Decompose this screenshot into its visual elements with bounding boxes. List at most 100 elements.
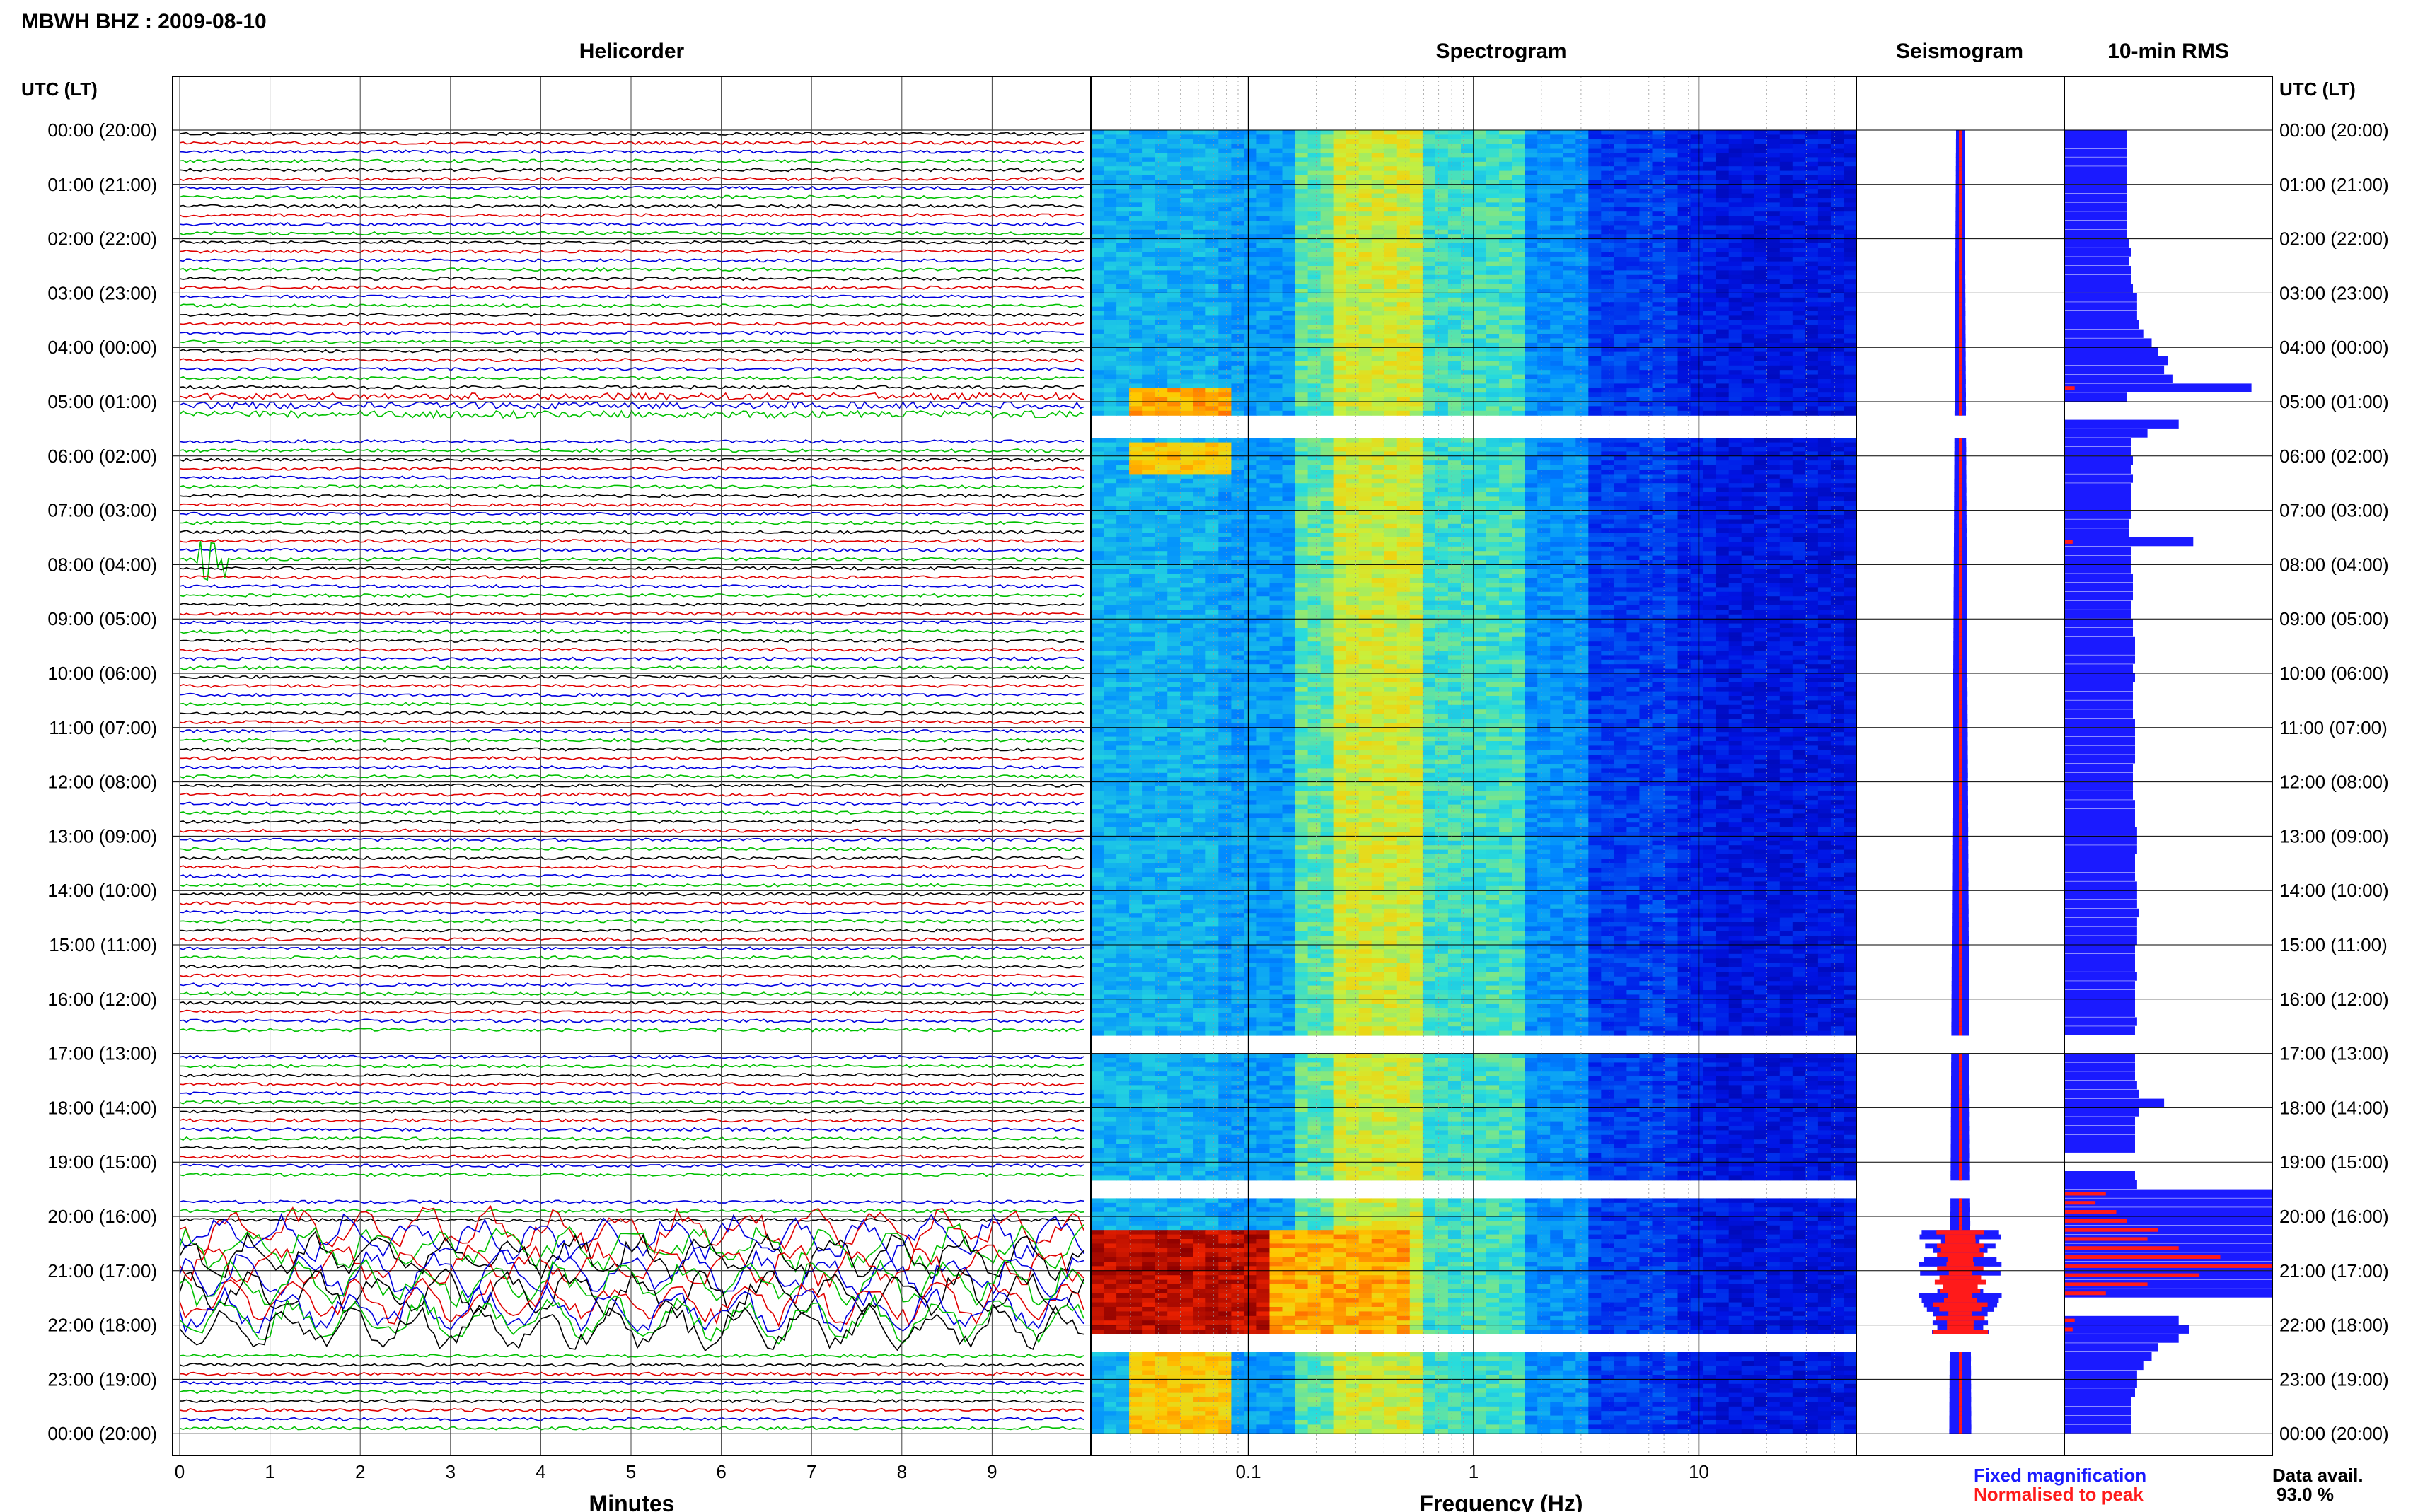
spectrogram-cell xyxy=(1116,438,1130,443)
spectrogram-cell xyxy=(1129,297,1143,303)
spectrogram-cell xyxy=(1142,157,1155,163)
spectrogram-cell xyxy=(1447,315,1462,321)
spectrogram-cell xyxy=(1716,361,1730,366)
spectrogram-cell xyxy=(1104,261,1117,267)
spectrogram-cell xyxy=(1550,460,1563,466)
spectrogram-cell xyxy=(1320,438,1334,443)
spectrogram-cell xyxy=(1601,515,1615,520)
spectrogram-cell xyxy=(1665,144,1679,149)
spectrogram-cell xyxy=(1218,166,1232,172)
spectrogram-cell xyxy=(1486,302,1500,308)
spectrogram-cell xyxy=(1167,329,1181,335)
spectrogram-cell xyxy=(1193,261,1207,267)
spectrogram-cell xyxy=(1244,406,1258,412)
spectrogram-cell xyxy=(1409,306,1423,312)
spectrogram-cell xyxy=(1346,410,1360,416)
spectrogram-cell xyxy=(1155,325,1168,330)
spectrogram-cell xyxy=(1575,189,1590,194)
spectrogram-cell xyxy=(1563,487,1576,493)
spectrogram-cell xyxy=(1346,334,1360,339)
spectrogram-cell xyxy=(1728,465,1742,470)
spectrogram-cell xyxy=(1295,442,1309,448)
spectrogram-cell xyxy=(1104,474,1117,479)
spectrogram-cell xyxy=(1652,460,1666,466)
spectrogram-cell xyxy=(1180,261,1193,267)
spectrogram-cell xyxy=(1563,451,1576,457)
spectrogram-cell xyxy=(1142,225,1155,231)
spectrogram-cell xyxy=(1525,279,1538,285)
spectrogram-cell xyxy=(1333,474,1347,479)
spectrogram-cell xyxy=(1728,351,1742,357)
spectrogram-cell xyxy=(1474,261,1487,267)
spectrogram-cell xyxy=(1231,351,1245,357)
spectrogram-cell xyxy=(1167,293,1181,298)
spectrogram-cell xyxy=(1155,370,1168,376)
spectrogram-cell xyxy=(1333,383,1347,389)
spectrogram-cell xyxy=(1665,284,1679,289)
spectrogram-cell xyxy=(1346,356,1360,361)
spectrogram-cell xyxy=(1142,501,1155,506)
spectrogram-cell xyxy=(1703,374,1717,380)
spectrogram-cell xyxy=(1614,447,1628,452)
spectrogram-cell xyxy=(1779,402,1793,407)
spectrogram-cell xyxy=(1384,519,1398,525)
spectrogram-cell xyxy=(1639,338,1653,344)
spectrogram-cell xyxy=(1601,356,1615,361)
spectrogram-cell xyxy=(1218,334,1232,339)
spectrogram-cell xyxy=(1180,447,1193,452)
spectrogram-cell xyxy=(1333,361,1347,366)
spectrogram-cell xyxy=(1779,243,1793,248)
spectrogram-cell xyxy=(1474,487,1487,493)
spectrogram-cell xyxy=(1447,438,1462,443)
spectrogram-cell xyxy=(1269,325,1283,330)
spectrogram-cell xyxy=(1104,465,1117,470)
spectrogram-cell xyxy=(1358,184,1372,190)
spectrogram-cell xyxy=(1525,496,1538,502)
spectrogram-cell xyxy=(1218,442,1232,448)
spectrogram-cell xyxy=(1563,388,1576,393)
spectrogram-cell xyxy=(1474,506,1487,511)
spectrogram-cell xyxy=(1474,293,1487,298)
spectrogram-cell xyxy=(1741,325,1755,330)
spectrogram-cell xyxy=(1371,492,1385,497)
spectrogram-cell xyxy=(1844,139,1857,144)
spectrogram-cell xyxy=(1180,438,1193,443)
spectrogram-cell xyxy=(1690,506,1704,511)
spectrogram-cell xyxy=(1396,510,1411,516)
spectrogram-cell xyxy=(1588,410,1602,416)
spectrogram-cell xyxy=(1116,261,1130,267)
spectrogram-cell xyxy=(1371,189,1385,194)
station-title: MBWH BHZ : 2009-08-10 xyxy=(21,10,267,33)
spectrogram-cell xyxy=(1231,365,1245,371)
spectrogram-cell xyxy=(1218,315,1232,321)
spectrogram-cell xyxy=(1830,383,1844,389)
spectrogram-cell xyxy=(1333,238,1347,244)
spectrogram-cell xyxy=(1155,361,1168,366)
spectrogram-cell xyxy=(1728,478,1742,484)
spectrogram-cell xyxy=(1447,311,1462,316)
spectrogram-cell xyxy=(1129,261,1143,267)
spectrogram-cell xyxy=(1333,202,1347,208)
spectrogram-cell xyxy=(1588,338,1602,344)
spectrogram-cell xyxy=(1333,510,1347,516)
spectrogram-cell xyxy=(1142,166,1155,172)
spectrogram-cell xyxy=(1626,320,1641,325)
spectrogram-cell xyxy=(1333,184,1347,190)
spectrogram-cell xyxy=(1537,257,1551,262)
spectrogram-cell xyxy=(1435,379,1449,384)
spectrogram-cell xyxy=(1129,189,1143,194)
spectrogram-cell xyxy=(1741,501,1755,506)
spectrogram-cell xyxy=(1563,406,1576,412)
spectrogram-cell xyxy=(1754,347,1768,353)
spectrogram-cell xyxy=(1396,515,1411,520)
spectrogram-cell xyxy=(1295,193,1309,199)
spectrogram-cell xyxy=(1716,229,1730,235)
spectrogram-cell xyxy=(1231,207,1245,212)
spectrogram-cell xyxy=(1447,523,1462,529)
spectrogram-cell xyxy=(1601,229,1615,235)
spectrogram-cell xyxy=(1396,325,1411,330)
spectrogram-cell xyxy=(1320,144,1334,149)
spectrogram-cell xyxy=(1307,153,1321,158)
spectrogram-cell xyxy=(1116,325,1130,330)
spectrogram-cell xyxy=(1817,311,1832,316)
